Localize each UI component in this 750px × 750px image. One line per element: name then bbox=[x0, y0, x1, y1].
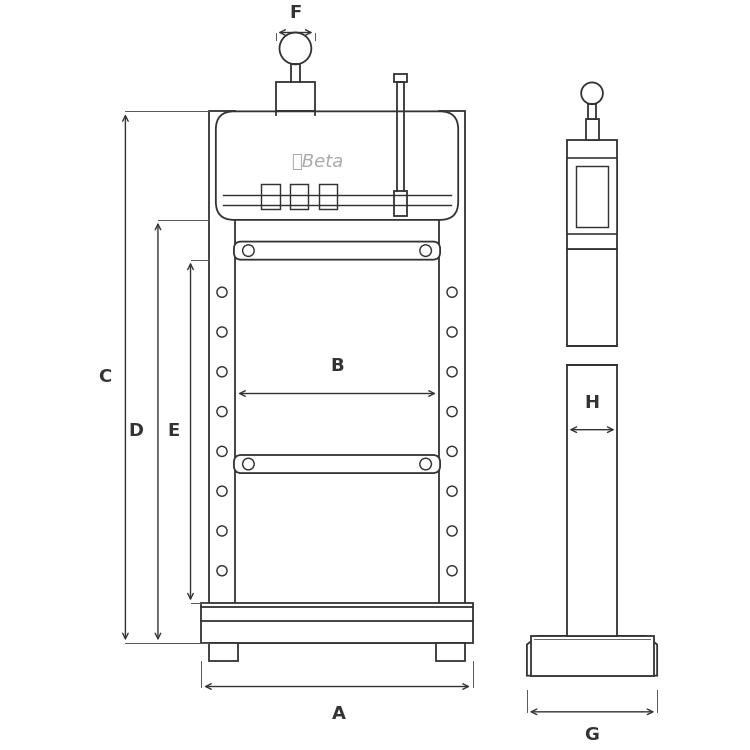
Polygon shape bbox=[394, 74, 406, 82]
Text: B: B bbox=[330, 358, 344, 376]
Polygon shape bbox=[319, 184, 338, 209]
Polygon shape bbox=[567, 249, 617, 346]
Polygon shape bbox=[576, 166, 608, 227]
Text: G: G bbox=[584, 726, 599, 744]
Text: A: A bbox=[332, 704, 346, 722]
Text: D: D bbox=[128, 422, 143, 440]
Polygon shape bbox=[567, 364, 617, 636]
Text: E: E bbox=[167, 422, 180, 440]
Polygon shape bbox=[530, 636, 653, 676]
Text: C: C bbox=[98, 368, 111, 386]
Polygon shape bbox=[439, 111, 466, 643]
Polygon shape bbox=[436, 643, 466, 662]
FancyBboxPatch shape bbox=[234, 242, 440, 260]
Polygon shape bbox=[261, 184, 280, 209]
Polygon shape bbox=[567, 140, 617, 249]
Text: F: F bbox=[290, 4, 302, 22]
Polygon shape bbox=[586, 118, 598, 140]
Polygon shape bbox=[527, 636, 657, 676]
Polygon shape bbox=[567, 158, 617, 234]
FancyBboxPatch shape bbox=[216, 111, 458, 220]
Polygon shape bbox=[209, 111, 236, 643]
Polygon shape bbox=[275, 82, 315, 111]
FancyBboxPatch shape bbox=[212, 622, 462, 643]
Polygon shape bbox=[290, 184, 308, 209]
Polygon shape bbox=[394, 191, 406, 216]
Polygon shape bbox=[201, 603, 472, 643]
Polygon shape bbox=[588, 104, 596, 118]
Text: ⎙Beta: ⎙Beta bbox=[291, 153, 344, 171]
Text: H: H bbox=[584, 394, 599, 412]
FancyBboxPatch shape bbox=[234, 455, 440, 473]
Polygon shape bbox=[209, 643, 238, 662]
